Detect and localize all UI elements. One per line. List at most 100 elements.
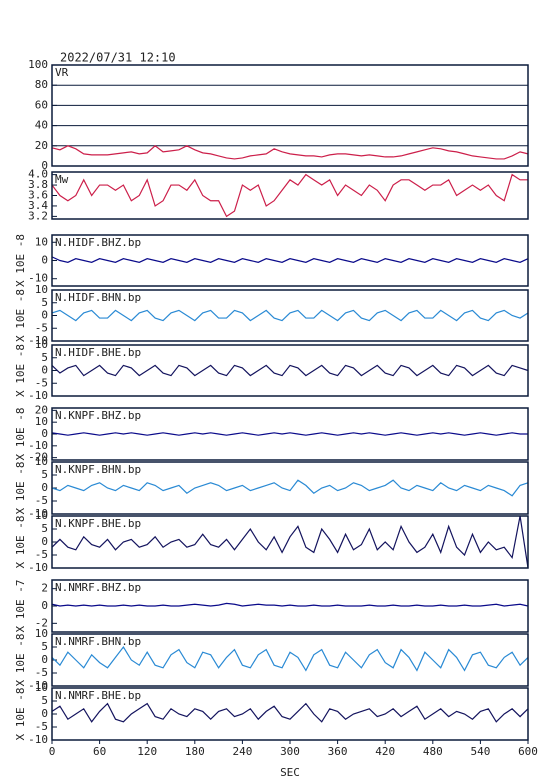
y-tick-label: -5	[35, 376, 48, 389]
x-tick-label: 180	[185, 745, 205, 758]
panel-label: N.HIDF.BHN.bp	[55, 291, 141, 304]
panel-label: N.NMRF.BHE.bp	[55, 689, 141, 702]
y-tick-label: 0	[41, 535, 48, 548]
y-tick-label: 3.8	[28, 178, 48, 191]
y-tick-label: 10	[35, 509, 48, 522]
trace	[51, 645, 529, 672]
y-tick-label: -5	[35, 548, 48, 561]
panel-label: N.HIDF.BHE.bp	[55, 346, 141, 359]
panel-label: Mw	[55, 173, 69, 186]
x-tick-label: 300	[280, 745, 300, 758]
trace	[51, 364, 529, 377]
y-tick-label: 0	[41, 254, 48, 267]
y-tick-label: 10	[35, 627, 48, 640]
y-tick-label: 10	[35, 338, 48, 351]
y-tick-label: 0	[41, 653, 48, 666]
panel-frame	[51, 633, 529, 687]
y-tick-label: 5	[41, 694, 48, 707]
y-tick-label: 0	[41, 599, 48, 612]
x-tick-label: 480	[423, 745, 443, 758]
y-axis-label: X 10E -8	[14, 634, 27, 687]
y-tick-label: -5	[35, 494, 48, 507]
y-axis-label: X 10E -8	[14, 688, 27, 741]
x-axis-label: SEC	[280, 766, 300, 779]
y-tick-label: 20	[35, 403, 48, 416]
y-tick-label: -10	[28, 561, 48, 574]
y-tick-label: 10	[35, 415, 48, 428]
panel-frame	[51, 171, 529, 220]
y-tick-label: 3.2	[28, 209, 48, 222]
y-tick-label: 20	[35, 139, 48, 152]
trace	[51, 432, 528, 436]
y-tick-label: -10	[28, 272, 48, 285]
y-tick-label: 5	[41, 468, 48, 481]
panel-frame	[51, 579, 529, 633]
y-tick-label: 5	[41, 296, 48, 309]
y-axis-label: X 10E -8	[14, 289, 27, 342]
x-tick-label: 60	[93, 745, 106, 758]
y-tick-label: 0	[41, 427, 48, 440]
x-tick-label: 120	[137, 745, 157, 758]
y-tick-label: 0	[41, 159, 48, 172]
trace	[51, 145, 529, 160]
trace	[51, 702, 529, 723]
y-tick-label: -20	[28, 451, 48, 464]
y-tick-label: -10	[28, 507, 48, 520]
y-tick-label: -5	[35, 720, 48, 733]
y-tick-label: 3.6	[28, 189, 48, 202]
y-tick-label: -10	[28, 733, 48, 746]
y-tick-label: 0	[41, 309, 48, 322]
x-tick-label: 420	[375, 745, 395, 758]
y-tick-label: 3.4	[28, 199, 48, 212]
y-tick-label: 10	[35, 235, 48, 248]
y-tick-label: -5	[35, 666, 48, 679]
trace	[51, 479, 529, 497]
panel-frame	[51, 234, 529, 287]
y-tick-label: 2	[41, 582, 48, 595]
panel-frame	[51, 515, 529, 569]
chart-title: 2022/07/31 12:10	[60, 51, 176, 65]
y-tick-label: 40	[35, 119, 48, 132]
trace	[51, 515, 529, 569]
y-tick-label: 5	[41, 522, 48, 535]
y-tick-label: 4.0	[28, 168, 48, 181]
panel-label: N.KNPF.BHZ.bp	[55, 409, 141, 422]
panel-frame	[51, 461, 529, 515]
y-tick-label: -10	[28, 439, 48, 452]
y-tick-label: -10	[28, 334, 48, 347]
x-tick-label: 0	[49, 745, 56, 758]
y-axis-label: X 10E -7	[14, 580, 27, 633]
y-tick-label: 5	[41, 351, 48, 364]
y-tick-label: 10	[35, 681, 48, 694]
y-tick-label: 100	[28, 58, 48, 71]
y-tick-label: 0	[41, 481, 48, 494]
y-axis-label: X 10E -8	[14, 516, 27, 569]
panel-frame	[51, 407, 529, 461]
x-tick-label: 600	[518, 745, 538, 758]
y-tick-label: 0	[41, 364, 48, 377]
x-tick-label: 240	[232, 745, 252, 758]
y-tick-label: -5	[35, 321, 48, 334]
panel-frame	[51, 289, 529, 342]
y-tick-label: 10	[35, 455, 48, 468]
trace	[51, 309, 529, 322]
panel-frame	[51, 344, 529, 397]
panel-label: N.NMRF.BHN.bp	[55, 635, 141, 648]
y-tick-label: -10	[28, 389, 48, 402]
x-tick-label: 540	[470, 745, 490, 758]
y-tick-label: 0	[41, 707, 48, 720]
y-tick-label: 60	[35, 98, 48, 111]
trace	[51, 173, 528, 218]
y-tick-label: -10	[28, 679, 48, 692]
panel-label: N.HIDF.BHZ.bp	[55, 236, 141, 249]
y-axis-label: X 10E -8	[14, 408, 27, 461]
trace	[51, 602, 529, 607]
y-tick-label: 10	[35, 283, 48, 296]
y-tick-label: 80	[35, 78, 48, 91]
y-axis-label: X 10E -8	[14, 234, 27, 287]
y-axis-label: X 10E -8	[14, 344, 27, 397]
y-tick-label: 5	[41, 640, 48, 653]
panel-frame	[51, 64, 529, 167]
panel-label: N.KNPF.BHN.bp	[55, 463, 141, 476]
